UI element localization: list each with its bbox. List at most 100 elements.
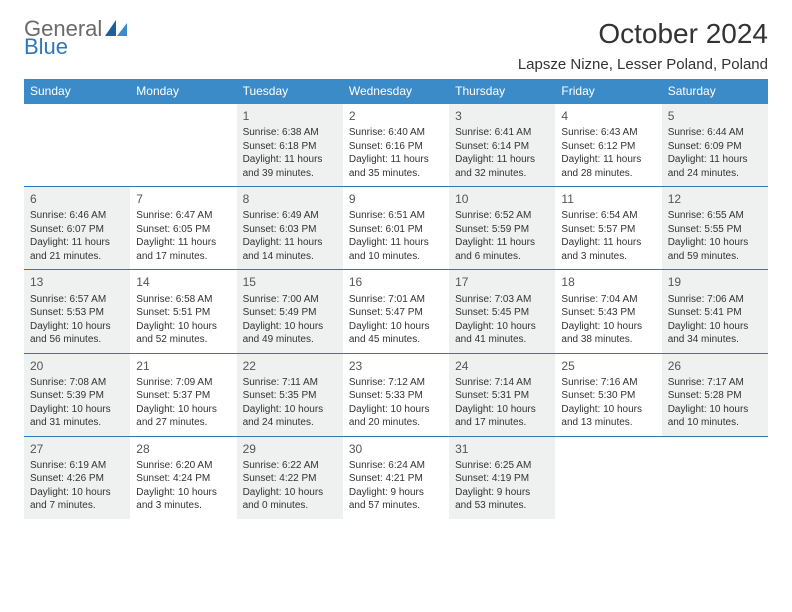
calendar-day: 21Sunrise: 7:09 AMSunset: 5:37 PMDayligh… [130, 354, 236, 436]
calendar-day [24, 104, 130, 186]
day-number: 18 [561, 274, 655, 290]
sunset-text: Sunset: 5:55 PM [668, 223, 762, 237]
title-block: October 2024 Lapsze Nizne, Lesser Poland… [518, 18, 768, 73]
daylight-text: Daylight: 9 hours and 53 minutes. [455, 486, 549, 513]
daylight-text: Daylight: 10 hours and 17 minutes. [455, 403, 549, 430]
day-number: 13 [30, 274, 124, 290]
sunset-text: Sunset: 6:03 PM [243, 223, 337, 237]
page-title: October 2024 [518, 18, 768, 50]
sunset-text: Sunset: 5:30 PM [561, 389, 655, 403]
calendar-week: 1Sunrise: 6:38 AMSunset: 6:18 PMDaylight… [24, 104, 768, 186]
day-number: 22 [243, 358, 337, 374]
brand-logo: General Blue [24, 18, 127, 58]
calendar-day: 3Sunrise: 6:41 AMSunset: 6:14 PMDaylight… [449, 104, 555, 186]
calendar-day: 7Sunrise: 6:47 AMSunset: 6:05 PMDaylight… [130, 187, 236, 269]
daylight-text: Daylight: 11 hours and 6 minutes. [455, 236, 549, 263]
sunset-text: Sunset: 4:19 PM [455, 472, 549, 486]
day-number: 28 [136, 441, 230, 457]
weeks-container: 1Sunrise: 6:38 AMSunset: 6:18 PMDaylight… [24, 104, 768, 519]
sunset-text: Sunset: 5:28 PM [668, 389, 762, 403]
calendar-day: 14Sunrise: 6:58 AMSunset: 5:51 PMDayligh… [130, 270, 236, 352]
calendar-day: 28Sunrise: 6:20 AMSunset: 4:24 PMDayligh… [130, 437, 236, 519]
sunset-text: Sunset: 5:51 PM [136, 306, 230, 320]
sunrise-text: Sunrise: 7:04 AM [561, 293, 655, 307]
sunset-text: Sunset: 4:21 PM [349, 472, 443, 486]
daylight-text: Daylight: 9 hours and 57 minutes. [349, 486, 443, 513]
calendar-day [130, 104, 236, 186]
daylight-text: Daylight: 11 hours and 14 minutes. [243, 236, 337, 263]
sunset-text: Sunset: 5:31 PM [455, 389, 549, 403]
sunset-text: Sunset: 5:33 PM [349, 389, 443, 403]
daylight-text: Daylight: 10 hours and 13 minutes. [561, 403, 655, 430]
sunrise-text: Sunrise: 6:57 AM [30, 293, 124, 307]
sunset-text: Sunset: 5:39 PM [30, 389, 124, 403]
day-number: 24 [455, 358, 549, 374]
calendar-day: 31Sunrise: 6:25 AMSunset: 4:19 PMDayligh… [449, 437, 555, 519]
sunset-text: Sunset: 6:12 PM [561, 140, 655, 154]
calendar-day: 15Sunrise: 7:00 AMSunset: 5:49 PMDayligh… [237, 270, 343, 352]
sunset-text: Sunset: 6:09 PM [668, 140, 762, 154]
calendar-day: 13 Sunrise: 6:57 AMSunset: 5:53 PMDayligh… [24, 270, 130, 352]
calendar-day [555, 437, 661, 519]
sunrise-text: Sunrise: 6:49 AM [243, 209, 337, 223]
day-number: 6 [30, 191, 124, 207]
day-number: 11 [561, 191, 655, 207]
sunrise-text: Sunrise: 7:06 AM [668, 293, 762, 307]
sunrise-text: Sunrise: 6:24 AM [349, 459, 443, 473]
sunrise-text: Sunrise: 6:41 AM [455, 126, 549, 140]
weekday-label: Monday [130, 79, 236, 104]
calendar-day: 16Sunrise: 7:01 AMSunset: 5:47 PMDayligh… [343, 270, 449, 352]
sunset-text: Sunset: 5:37 PM [136, 389, 230, 403]
calendar-day: 18Sunrise: 7:04 AMSunset: 5:43 PMDayligh… [555, 270, 661, 352]
day-number: 16 [349, 274, 443, 290]
day-number: 17 [455, 274, 549, 290]
daylight-text: Daylight: 11 hours and 3 minutes. [561, 236, 655, 263]
day-number: 7 [136, 191, 230, 207]
day-number: 8 [243, 191, 337, 207]
sunrise-text: Sunrise: 7:09 AM [136, 376, 230, 390]
sunset-text: Sunset: 6:18 PM [243, 140, 337, 154]
calendar-week: 6Sunrise: 6:46 AMSunset: 6:07 PMDaylight… [24, 186, 768, 269]
calendar-day: 19Sunrise: 7:06 AMSunset: 5:41 PMDayligh… [662, 270, 768, 352]
day-number: 23 [349, 358, 443, 374]
sunset-text: Sunset: 5:57 PM [561, 223, 655, 237]
day-number: 21 [136, 358, 230, 374]
day-number: 19 [668, 274, 762, 290]
sunset-text: Sunset: 4:24 PM [136, 472, 230, 486]
sunrise-text: Sunrise: 7:00 AM [243, 293, 337, 307]
day-number: 9 [349, 191, 443, 207]
sunset-text: Sunset: 5:45 PM [455, 306, 549, 320]
calendar-day: 6Sunrise: 6:46 AMSunset: 6:07 PMDaylight… [24, 187, 130, 269]
weekday-label: Sunday [24, 79, 130, 104]
calendar-day: 17 Sunrise: 7:03 AMSunset: 5:45 PMDayligh… [449, 270, 555, 352]
sunrise-text: Sunrise: 6:54 AM [561, 209, 655, 223]
day-number: 14 [136, 274, 230, 290]
sunrise-text: Sunrise: 7:16 AM [561, 376, 655, 390]
daylight-text: Daylight: 11 hours and 39 minutes. [243, 153, 337, 180]
brand-sail-icon [105, 18, 127, 40]
sunset-text: Sunset: 6:14 PM [455, 140, 549, 154]
calendar: Sunday Monday Tuesday Wednesday Thursday… [24, 79, 768, 519]
daylight-text: Daylight: 10 hours and 52 minutes. [136, 320, 230, 347]
daylight-text: Daylight: 10 hours and 31 minutes. [30, 403, 124, 430]
sunset-text: Sunset: 5:35 PM [243, 389, 337, 403]
sunrise-text: Sunrise: 6:22 AM [243, 459, 337, 473]
daylight-text: Daylight: 10 hours and 49 minutes. [243, 320, 337, 347]
calendar-day: 20Sunrise: 7:08 AMSunset: 5:39 PMDayligh… [24, 354, 130, 436]
day-number: 5 [668, 108, 762, 124]
sunrise-text: Sunrise: 6:38 AM [243, 126, 337, 140]
sunrise-text: Sunrise: 7:14 AM [455, 376, 549, 390]
calendar-week: 27Sunrise: 6:19 AMSunset: 4:26 PMDayligh… [24, 436, 768, 519]
weekday-label: Wednesday [343, 79, 449, 104]
daylight-text: Daylight: 10 hours and 10 minutes. [668, 403, 762, 430]
daylight-text: Daylight: 10 hours and 56 minutes. [30, 320, 124, 347]
brand-word-blue: Blue [24, 36, 68, 58]
weekday-label: Friday [555, 79, 661, 104]
day-number: 26 [668, 358, 762, 374]
daylight-text: Daylight: 11 hours and 17 minutes. [136, 236, 230, 263]
calendar-day: 12Sunrise: 6:55 AMSunset: 5:55 PMDayligh… [662, 187, 768, 269]
sunrise-text: Sunrise: 7:03 AM [455, 293, 549, 307]
daylight-text: Daylight: 10 hours and 41 minutes. [455, 320, 549, 347]
sunset-text: Sunset: 5:53 PM [30, 306, 124, 320]
sunset-text: Sunset: 5:43 PM [561, 306, 655, 320]
